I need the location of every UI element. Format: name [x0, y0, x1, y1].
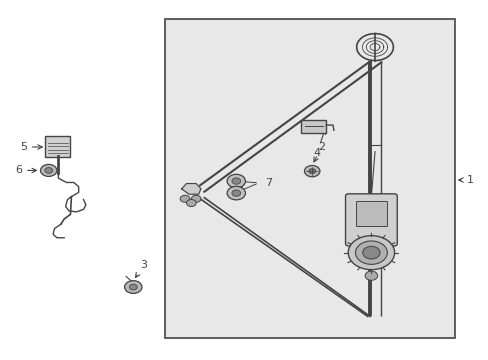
Circle shape: [124, 281, 142, 293]
Circle shape: [365, 271, 377, 280]
Circle shape: [308, 168, 315, 174]
Circle shape: [231, 178, 240, 184]
Circle shape: [45, 168, 53, 173]
Bar: [301, 121, 325, 133]
Circle shape: [180, 195, 189, 202]
Circle shape: [362, 246, 379, 259]
FancyBboxPatch shape: [345, 194, 396, 246]
Text: 7: 7: [265, 178, 272, 188]
Polygon shape: [181, 184, 201, 194]
FancyBboxPatch shape: [45, 136, 70, 157]
Circle shape: [226, 174, 245, 188]
Bar: [355, 201, 386, 226]
Text: 4: 4: [313, 130, 325, 158]
Circle shape: [304, 166, 319, 177]
Circle shape: [347, 236, 394, 270]
Circle shape: [129, 284, 137, 290]
Circle shape: [355, 241, 386, 264]
Circle shape: [41, 165, 57, 176]
Circle shape: [186, 199, 196, 207]
Text: 2: 2: [313, 141, 325, 162]
Text: 3: 3: [135, 260, 147, 277]
Circle shape: [191, 195, 201, 202]
Text: 5: 5: [20, 142, 42, 152]
Circle shape: [226, 186, 245, 200]
Text: 6: 6: [15, 166, 37, 175]
Text: 1: 1: [458, 175, 473, 185]
Circle shape: [231, 190, 240, 196]
Bar: [164, 19, 454, 338]
